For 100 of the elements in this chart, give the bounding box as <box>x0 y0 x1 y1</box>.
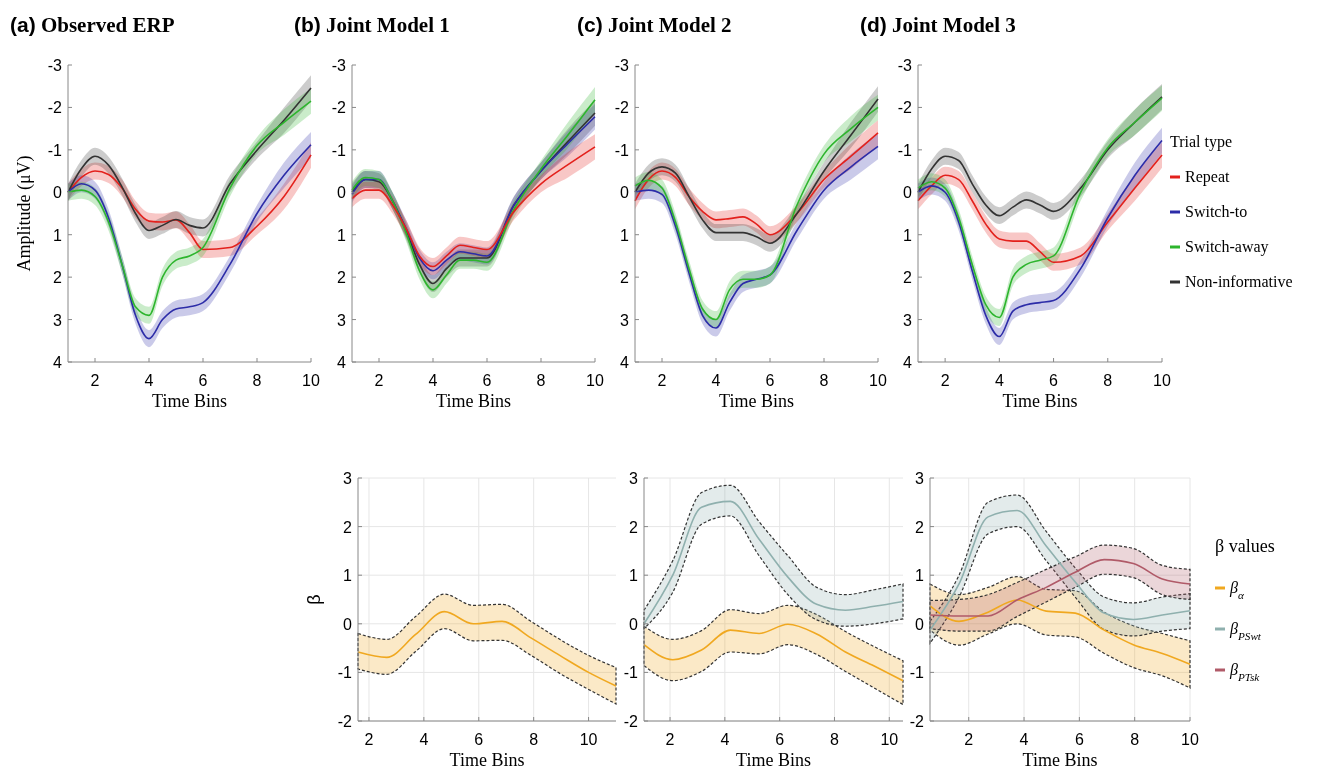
x-tick-label: 6 <box>482 372 492 389</box>
x-axis-title: Time Bins <box>449 750 525 770</box>
x-tick-label: 2 <box>90 372 100 389</box>
y-tick-label: -1 <box>337 664 353 682</box>
x-tick-label: 6 <box>1074 731 1084 748</box>
x-tick-label: 10 <box>880 731 899 748</box>
y-tick-label: 4 <box>903 354 913 371</box>
y-tick-label: -1 <box>897 141 913 159</box>
y-tick-label: 2 <box>337 269 347 287</box>
y-tick-label: -2 <box>897 99 913 117</box>
x-tick-label: 4 <box>711 372 721 389</box>
x-tick-label: 8 <box>536 372 546 389</box>
y-tick-label: 0 <box>629 615 639 633</box>
y-tick-label: 0 <box>53 184 63 202</box>
x-tick-label: 2 <box>665 731 675 748</box>
y-tick-label: -3 <box>331 57 347 74</box>
chart-title: (d) Joint Model 3 <box>860 13 1016 37</box>
x-tick-label: 4 <box>419 731 429 748</box>
y-tick-label: -3 <box>897 57 913 74</box>
y-tick-label: 1 <box>343 567 353 585</box>
x-axis-title: Time Bins <box>152 391 227 411</box>
legend-title: Trial type <box>1170 133 1233 151</box>
line-series <box>634 132 879 236</box>
y-tick-label: 3 <box>343 470 353 487</box>
chart-title: (b) Joint Model 1 <box>294 13 450 37</box>
y-axis-title: β <box>304 594 324 605</box>
y-tick-label: 3 <box>915 470 925 487</box>
y-tick-label: 2 <box>620 269 630 287</box>
legend-label: β$_{α}$ <box>1229 579 1245 601</box>
y-tick-label: -2 <box>623 713 639 730</box>
x-tick-label: 10 <box>1181 731 1199 748</box>
y-tick-label: 0 <box>903 184 913 202</box>
x-axis-title: Time Bins <box>719 391 794 411</box>
y-tick-label: 3 <box>620 311 630 329</box>
y-tick-label: 2 <box>915 518 925 536</box>
x-tick-label: 8 <box>819 372 829 389</box>
y-tick-label: -1 <box>331 141 347 159</box>
x-tick-label: 6 <box>474 731 484 748</box>
y-tick-label: 4 <box>337 354 347 371</box>
x-tick-label: 10 <box>579 731 598 748</box>
y-tick-label: 3 <box>53 311 63 329</box>
x-axis-title: Time Bins <box>736 750 811 770</box>
legend-label: Switch-to <box>1185 203 1248 220</box>
y-tick-label: 3 <box>337 311 347 329</box>
y-tick-label: -2 <box>909 713 925 730</box>
line-series <box>917 154 1163 264</box>
y-tick-label: -3 <box>614 57 630 74</box>
y-tick-label: 3 <box>629 470 639 487</box>
y-tick-label: -1 <box>614 141 630 159</box>
x-axis-title: Time Bins <box>1002 391 1078 411</box>
legend-label: β$_{PTsk}$ <box>1229 661 1261 683</box>
x-tick-label: 2 <box>374 372 384 389</box>
x-tick-label: 4 <box>994 372 1004 389</box>
legend-label: Repeat <box>1185 168 1230 186</box>
y-tick-label: 0 <box>915 615 925 633</box>
x-tick-label: 10 <box>869 372 887 389</box>
y-tick-label: 1 <box>620 226 630 244</box>
y-tick-label: 1 <box>337 226 347 244</box>
y-tick-label: -2 <box>47 99 63 117</box>
chart-title: (a) Observed ERP <box>10 13 175 37</box>
y-tick-label: 1 <box>53 226 63 244</box>
y-tick-label: 1 <box>915 567 925 585</box>
y-tick-label: -1 <box>909 664 925 682</box>
x-axis-title: Time Bins <box>436 391 511 411</box>
x-tick-label: 10 <box>1153 372 1171 389</box>
x-tick-label: 6 <box>765 372 775 389</box>
y-tick-label: 0 <box>343 615 353 633</box>
x-tick-label: 4 <box>144 372 154 389</box>
x-tick-label: 2 <box>940 372 950 389</box>
y-tick-label: 0 <box>620 184 630 202</box>
y-tick-label: 2 <box>343 518 353 536</box>
legend-label: β$_{PSwt}$ <box>1229 620 1262 642</box>
y-tick-label: -2 <box>337 713 353 730</box>
x-tick-label: 2 <box>964 731 974 748</box>
y-tick-label: 1 <box>629 567 639 585</box>
x-tick-label: 8 <box>830 731 840 748</box>
x-tick-label: 8 <box>252 372 262 389</box>
x-tick-label: 2 <box>657 372 667 389</box>
y-tick-label: 4 <box>53 354 63 371</box>
x-tick-label: 4 <box>1019 731 1029 748</box>
x-tick-label: 8 <box>529 731 539 748</box>
x-tick-label: 8 <box>1130 731 1140 748</box>
y-axis-title: Amplitude (μV) <box>14 155 35 272</box>
x-tick-label: 6 <box>1049 372 1059 389</box>
x-tick-label: 2 <box>364 731 374 748</box>
x-axis-title: Time Bins <box>1022 750 1098 770</box>
chart-title: (c) Joint Model 2 <box>577 13 732 37</box>
y-tick-label: 2 <box>629 518 639 536</box>
x-tick-label: 4 <box>428 372 438 389</box>
y-tick-label: 2 <box>53 269 63 287</box>
y-tick-label: -2 <box>614 99 630 117</box>
legend-label: Switch-away <box>1185 238 1269 256</box>
x-tick-label: 10 <box>302 372 320 389</box>
y-tick-label: 2 <box>903 269 913 287</box>
x-tick-label: 8 <box>1103 372 1113 389</box>
y-tick-label: -1 <box>623 664 639 682</box>
legend-label: Non-informative <box>1185 273 1293 290</box>
x-tick-label: 6 <box>775 731 785 748</box>
x-tick-label: 6 <box>198 372 208 389</box>
legend-title: β values <box>1215 536 1275 556</box>
